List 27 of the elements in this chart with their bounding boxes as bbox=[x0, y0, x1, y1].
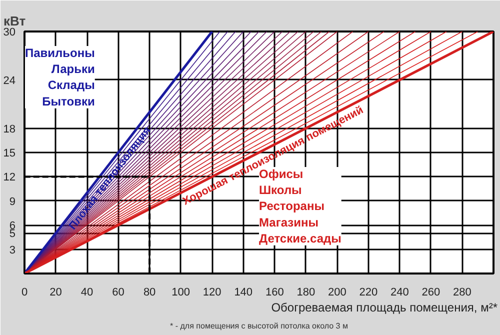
text: * - для помещения с высотой потолка около 3 м bbox=[170, 322, 348, 330]
x-tick-label: 40 bbox=[80, 286, 94, 298]
y-tick-label: 24 bbox=[3, 74, 16, 87]
y-tick-label: 18 bbox=[3, 123, 16, 136]
x-tick-label: 0 bbox=[21, 286, 28, 298]
x-tick-label: 80 bbox=[143, 286, 156, 298]
x-tick-label: 100 bbox=[172, 286, 190, 298]
x-tick-label: 200 bbox=[328, 286, 346, 298]
x-tick-label: 220 bbox=[359, 286, 378, 298]
x-tick-label: 140 bbox=[234, 286, 253, 298]
x-tick-label: 240 bbox=[390, 286, 409, 298]
y-axis-title: кВт bbox=[4, 14, 26, 28]
y-tick-label: 3 bbox=[9, 244, 16, 256]
x-tick-label: 160 bbox=[265, 286, 284, 298]
x-tick-label: 180 bbox=[296, 286, 316, 298]
y-tick-label: 15 bbox=[3, 148, 16, 160]
x-tick-label: 260 bbox=[422, 286, 440, 298]
x-tick-label: 20 bbox=[50, 286, 62, 298]
x-tick-label: 280 bbox=[453, 286, 472, 298]
x-tick-label: 60 bbox=[112, 286, 124, 298]
y-tick-label: 30 bbox=[3, 26, 16, 38]
y-tick-label: 9 bbox=[9, 196, 16, 208]
y-tick-label: 5 bbox=[9, 228, 16, 240]
annotation: Павильоны Ларьки Склады Бытовки bbox=[24, 46, 95, 108]
x-axis-title: Обогреваемая площадь помещения, м²* bbox=[271, 300, 498, 314]
y-tick-label: 12 bbox=[3, 172, 16, 184]
x-tick-label: 120 bbox=[202, 286, 222, 298]
